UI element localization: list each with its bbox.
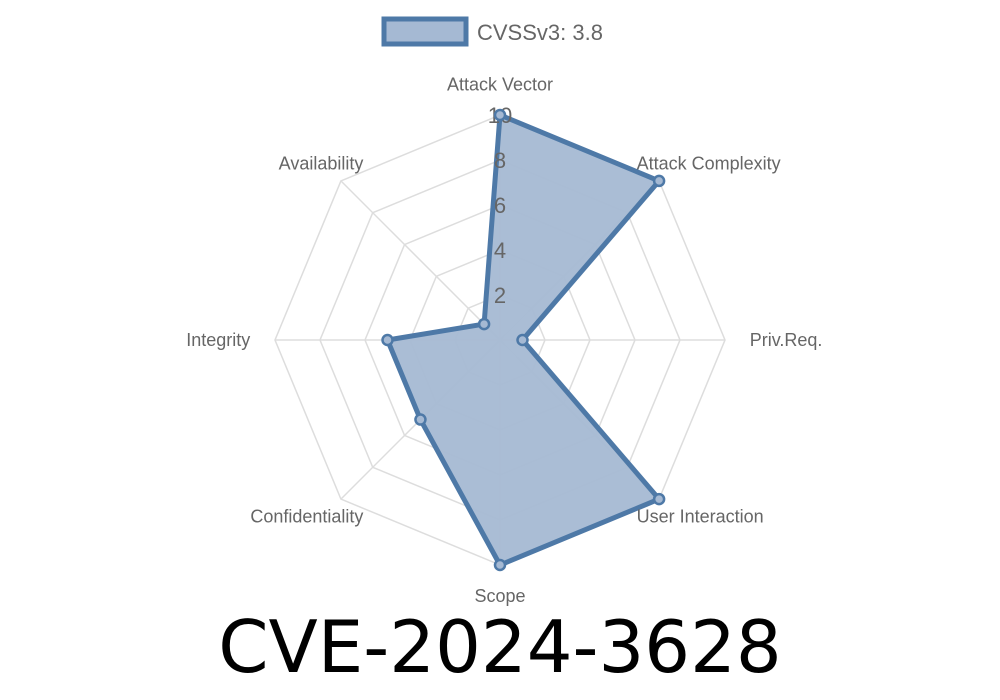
- data-point: [477, 317, 491, 331]
- axis-label: Scope: [474, 586, 525, 606]
- tick-label: 6: [494, 193, 506, 218]
- axis-label: User Interaction: [637, 507, 764, 527]
- data-point: [381, 333, 394, 347]
- axis-label: Integrity: [186, 330, 250, 350]
- data-point: [652, 174, 666, 188]
- axis-label: Attack Vector: [447, 74, 553, 94]
- axis-label: Availability: [279, 153, 364, 173]
- axis-label: Confidentiality: [250, 507, 363, 527]
- data-point: [414, 413, 427, 426]
- tick-label: 2: [494, 283, 506, 308]
- legend-label: CVSSv3: 3.8: [477, 20, 603, 45]
- tick-label: 8: [494, 148, 506, 173]
- data-point: [493, 558, 507, 572]
- data-point: [652, 492, 666, 506]
- cve-title: CVE-2024-3628: [218, 605, 782, 689]
- grid-spoke: [340, 180, 501, 341]
- axis-label: Priv.Req.: [750, 330, 823, 350]
- axis-label: Attack Complexity: [637, 153, 781, 173]
- data-point: [516, 333, 529, 347]
- data-point: [493, 108, 507, 122]
- tick-label: 4: [494, 238, 506, 263]
- legend-swatch: [381, 16, 469, 47]
